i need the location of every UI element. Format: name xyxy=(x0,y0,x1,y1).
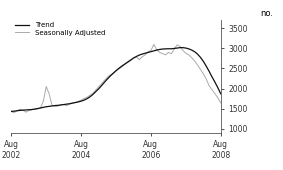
Legend: Trend, Seasonally Adjusted: Trend, Seasonally Adjusted xyxy=(15,22,106,36)
Y-axis label: no.: no. xyxy=(260,9,273,18)
